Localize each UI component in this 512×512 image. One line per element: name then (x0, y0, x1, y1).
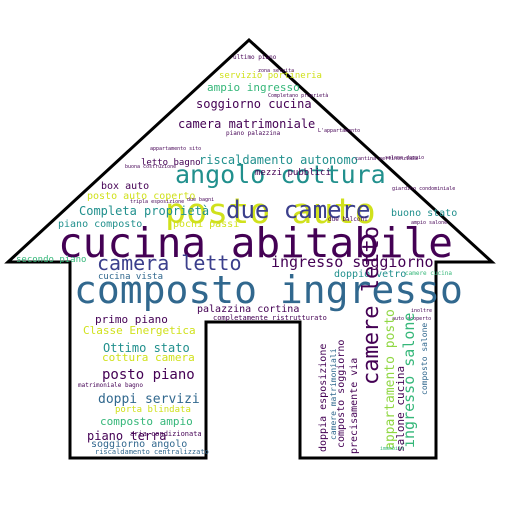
word-completano-proprieta: Completano proprietà (268, 92, 328, 99)
word-cantina-pertinenziale: cantina pertinenziale (355, 156, 418, 162)
word-auto-scoperto: auto scoperto (392, 316, 431, 322)
word-angolo-cottura: angolo cottura (175, 160, 386, 189)
word-soggiorno-cucina: soggiorno cucina (196, 97, 312, 111)
word-completamente-ristrutturato: completamente ristrutturato (213, 314, 327, 322)
word-mezzi-pubblici: mezzi pubblici (255, 168, 331, 178)
vertical-words: camere letto ingresso salone appartament… (318, 226, 429, 454)
word-immobile: immobile (380, 446, 404, 452)
word-piano-palazzina: piano palazzina (226, 130, 281, 137)
word-appartamento-sito: appartamento sito (150, 146, 201, 152)
word-cucina-abitabile: cucina abitabile (58, 219, 453, 267)
word-composto-soggiorno: composto soggiorno (336, 340, 347, 448)
word-soggiorno-angolo: soggiorno angolo (91, 439, 187, 450)
word-piano-composto: piano composto (58, 219, 142, 230)
word-buono-stato: buono stato (391, 208, 457, 219)
word-matrimoniale-bagno: matrimoniale bagno (78, 382, 143, 389)
word-pochi-passi: pochi passi (173, 219, 239, 230)
word-due-camere: due camere (226, 196, 371, 224)
word-giardino-condominiale: giardino condominiale (392, 186, 455, 192)
word-composto-salone: composto salone (420, 323, 429, 395)
word-ultimo-piano: ultimo piano (233, 54, 277, 61)
word-palazzina-cortina: palazzina cortina (197, 304, 299, 315)
word-posto-piano: posto piano (102, 367, 195, 383)
word-cucina-vista: cucina vista (98, 272, 163, 282)
word-piano-terra: piano terra (87, 429, 166, 443)
word-letto-bagno: letto bagno (141, 158, 201, 168)
word-classe-energetica: Classe Energetica (83, 324, 196, 337)
word-camera-matrimoniale: camera matrimoniale (178, 117, 315, 131)
word-ampio-salone: ampio salone (411, 220, 447, 226)
word-ottimo-stato: Ottimo stato (103, 341, 190, 355)
word-precisamente-via: precisamente via (349, 358, 360, 454)
word-camere-cucina: camere cucina (405, 270, 452, 277)
word-tripla-esposizione: tripla esposizione (130, 199, 184, 205)
word-l-appartamento: L'appartamento (318, 128, 360, 134)
word-due-bagni: due bagni (187, 197, 214, 203)
word-inoltre: inoltre (411, 308, 432, 314)
word-ampio-ingresso: ampio ingresso (207, 81, 300, 94)
word-doppio-vetro: doppio vetro (334, 269, 406, 280)
word-buona-costruzione: buona costruzione (125, 164, 176, 170)
word-camera-letto: camera letto (97, 251, 242, 275)
word-ingresso-salone: ingresso salone (400, 313, 418, 448)
word-secondo-piano: secondo piano (16, 255, 86, 265)
word-salone-cucina: salone cucina (394, 366, 407, 452)
word-appartamento-posto: appartamento posto (383, 309, 398, 450)
word-camere-letto: camere letto (359, 226, 384, 385)
word-riscaldamento-centralizzato: riscaldamento centralizzato (95, 448, 209, 456)
word-riscaldamento-autonomo: riscaldamento autonomo (199, 153, 358, 167)
word-salone-doppio: salone doppio (385, 155, 424, 161)
word-camere-matrimoniali: camere matrimoniali (329, 348, 338, 440)
word-due-balconi: due balconi (328, 216, 368, 223)
word-posto-auto-coperto: posto auto coperto (87, 191, 195, 202)
word-aria-condizionata: aria condizionata (130, 430, 202, 438)
word-doppia-esposizione: doppia esposizione (318, 344, 329, 452)
word-composto-ingresso: composto ingresso (74, 268, 463, 312)
house-outline (4, 37, 496, 460)
word-box-auto: box auto (101, 181, 149, 192)
word-doppi-servizi: doppi servizi (98, 392, 200, 407)
word-ingresso-soggiorno: ingresso soggiorno (271, 253, 434, 271)
word-composto-ampio: composto ampio (100, 415, 193, 428)
word-primo-piano: primo piano (95, 313, 168, 326)
word-servizio-portineria: servizio portineria (219, 71, 322, 81)
word-cottura-camera: cottura camera (102, 351, 195, 364)
word-zona-servita: zona servita (258, 68, 294, 74)
word-completa-proprieta: Completa proprietà (79, 204, 209, 218)
word-posto-auto: posto auto (165, 192, 376, 232)
word-porta-blindata: porta blindata (115, 405, 191, 415)
